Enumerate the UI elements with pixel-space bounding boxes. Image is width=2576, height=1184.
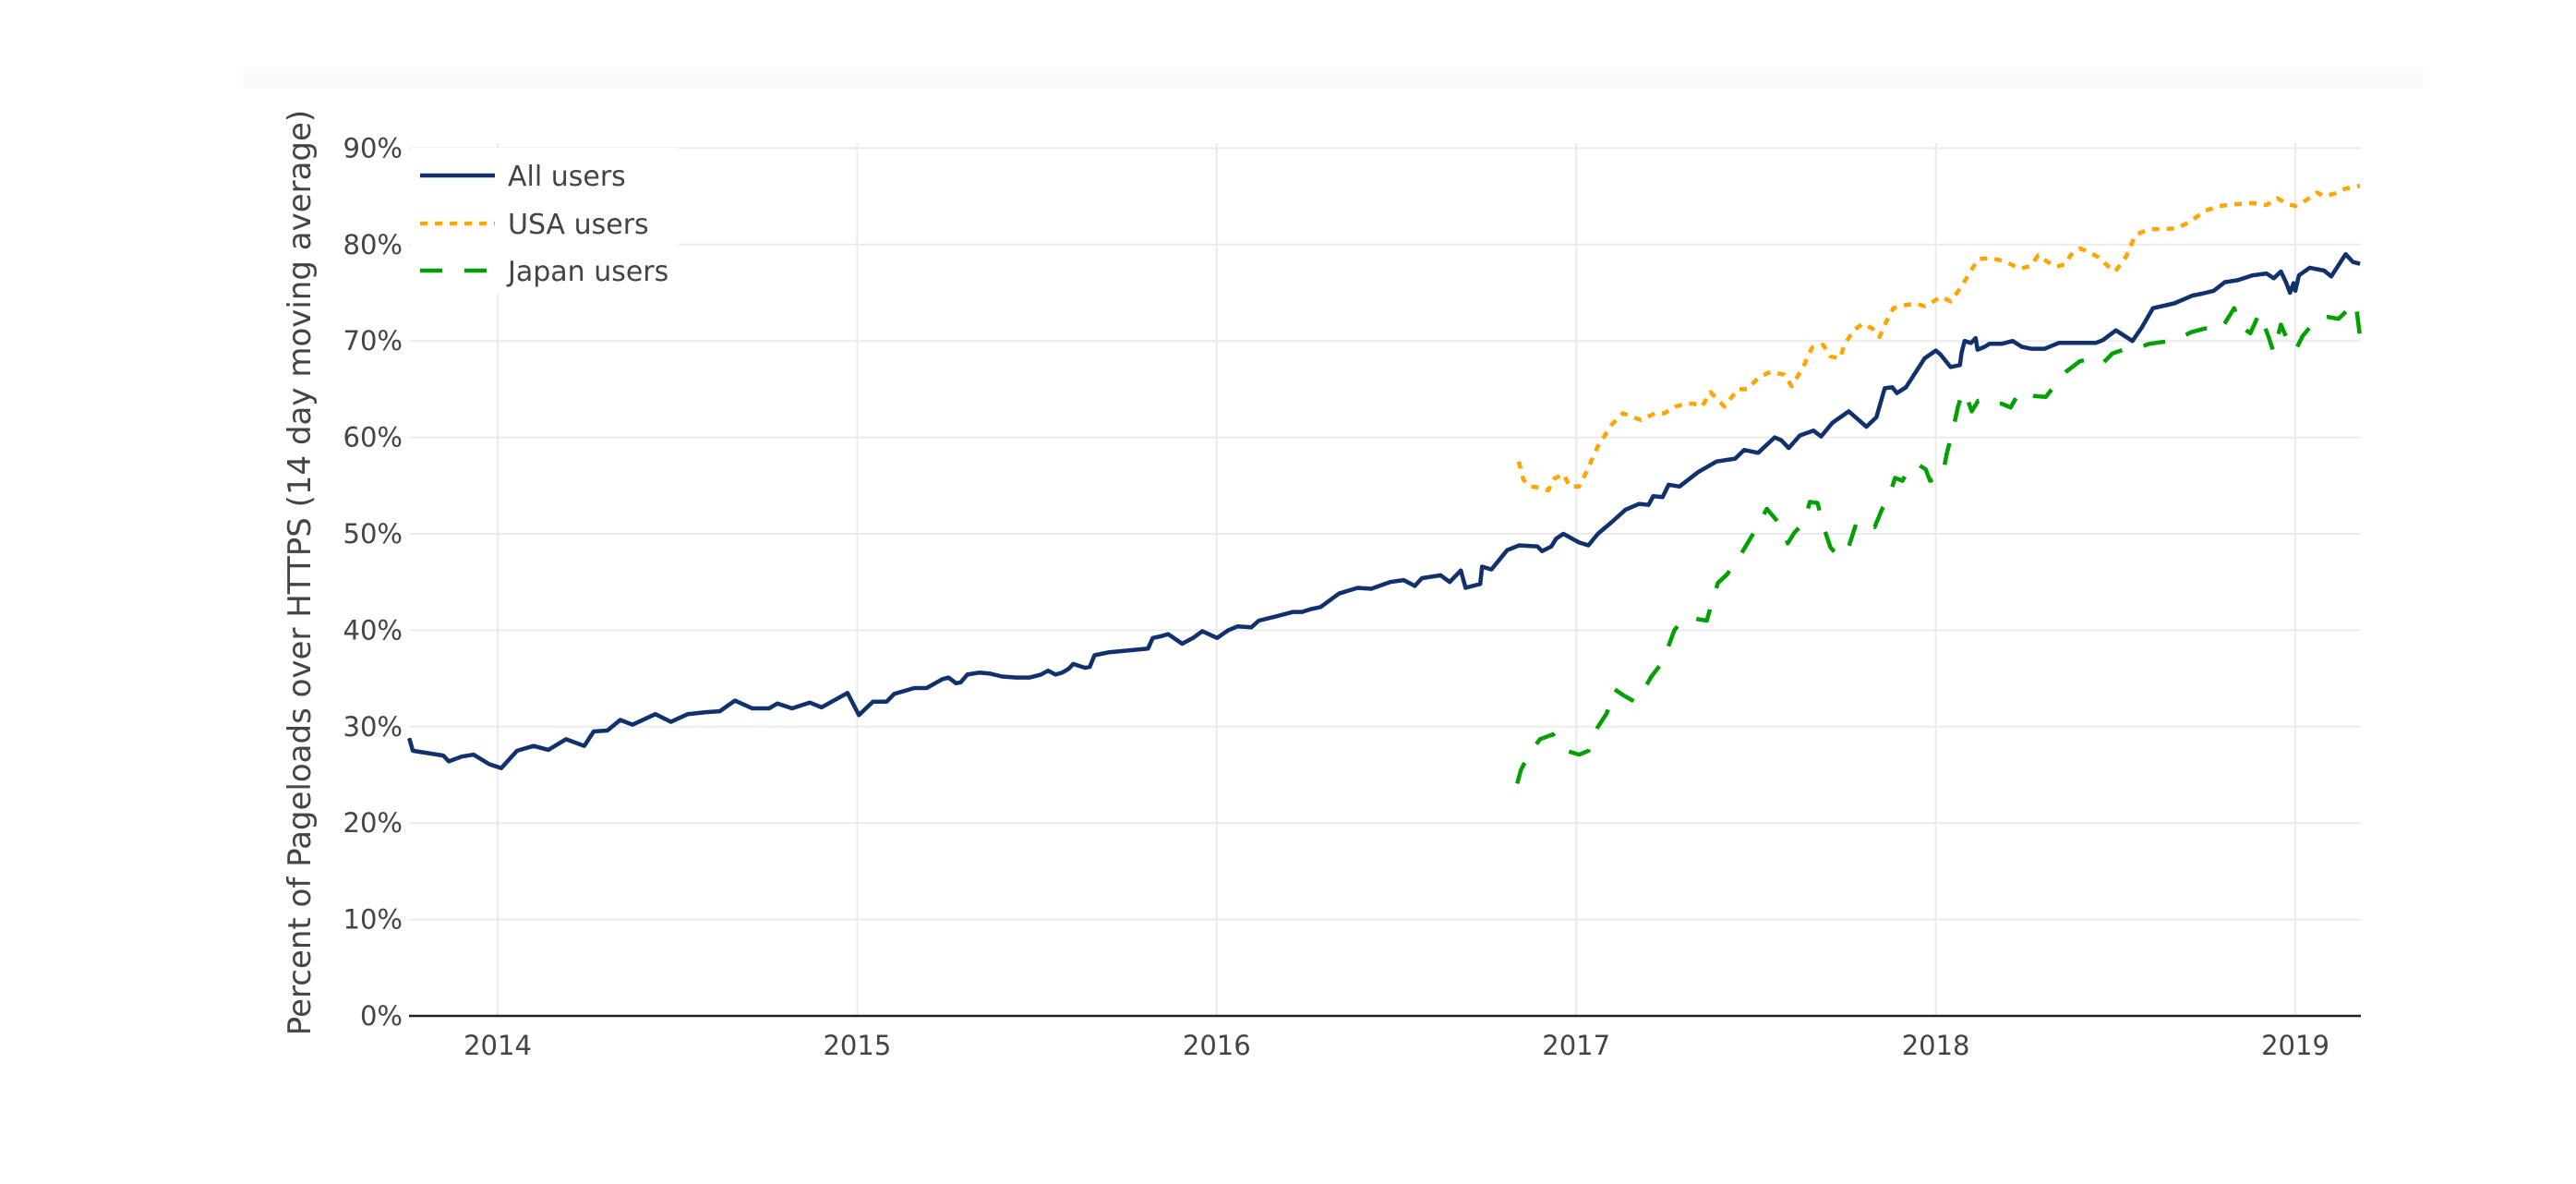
y-tick-label: 90% xyxy=(343,132,403,163)
series-line-japan-users xyxy=(1515,306,2363,784)
y-tick-label: 40% xyxy=(343,614,403,646)
legend-label: USA users xyxy=(508,209,649,241)
y-tick-label: 30% xyxy=(343,711,403,743)
x-tick-label: 2018 xyxy=(1902,1030,1970,1061)
y-tick-label: 60% xyxy=(343,422,403,453)
x-tick-label: 2017 xyxy=(1542,1030,1610,1061)
legend: All users USA users Japan users xyxy=(420,161,668,288)
y-tick-label: 20% xyxy=(343,807,403,839)
legend-label: All users xyxy=(508,161,626,193)
legend-item-usa-users[interactable]: USA users xyxy=(420,209,649,241)
series-layer xyxy=(407,183,2363,784)
chart-top-band xyxy=(243,67,2424,89)
x-axis-tick-labels: 2014 2015 2016 2017 2018 2019 xyxy=(463,1030,2329,1061)
y-tick-label: 70% xyxy=(343,325,403,356)
legend-item-japan-users[interactable]: Japan users xyxy=(420,256,668,288)
y-tick-label: 10% xyxy=(343,904,403,936)
series-line-all-users xyxy=(407,251,2361,770)
y-tick-label: 0% xyxy=(360,1000,403,1032)
series-line-usa-users xyxy=(1516,183,2361,493)
legend-label: Japan users xyxy=(506,256,668,288)
y-tick-label: 80% xyxy=(343,229,403,260)
legend-background xyxy=(411,148,679,294)
y-axis-title: Percent of Pageloads over HTTPS (14 day … xyxy=(282,110,319,1035)
x-tick-label: 2014 xyxy=(463,1030,532,1061)
vertical-gridlines xyxy=(497,143,2296,1016)
y-tick-label: 50% xyxy=(343,518,403,550)
horizontal-gridlines xyxy=(409,147,2361,921)
legend-item-all-users[interactable]: All users xyxy=(420,161,626,193)
x-tick-label: 2019 xyxy=(2261,1030,2329,1061)
x-tick-label: 2016 xyxy=(1183,1030,1251,1061)
x-tick-label: 2015 xyxy=(823,1030,891,1061)
y-axis-tick-labels: 0% 10% 20% 30% 40% 50% 60% 70% 80% 90% xyxy=(343,132,403,1032)
